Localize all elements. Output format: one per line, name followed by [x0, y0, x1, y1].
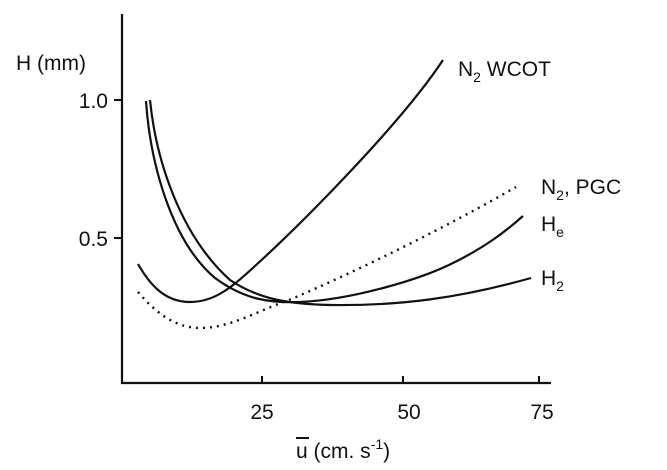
- x-tick-label-50: 50: [397, 401, 420, 424]
- label-n2-pgc: N2, PGC: [541, 176, 621, 203]
- x-axis-title: u (cm. s-1): [296, 436, 390, 463]
- x-title-rest: (cm. s: [308, 440, 371, 463]
- svg-text:u (cm. s-1): u (cm. s-1): [296, 436, 390, 463]
- label-he: He: [541, 213, 564, 240]
- series-he: [144, 100, 524, 304]
- y-tick-label-0.5: 0.5: [79, 228, 108, 251]
- label-h2: H2: [541, 267, 564, 294]
- y-tick-label-1.0: 1.0: [79, 90, 108, 113]
- x-title-u: u: [296, 440, 308, 463]
- series-n2-pgc: [137, 185, 517, 330]
- y-axis-title: H (mm): [16, 52, 86, 75]
- label-n2-wcot: N2 WCOT: [458, 58, 551, 85]
- x-title-close: ): [383, 440, 390, 463]
- x-title-sup: -1: [371, 436, 384, 452]
- series-h2: [148, 99, 532, 307]
- x-tick-label-75: 75: [530, 401, 553, 424]
- x-tick-label-25: 25: [250, 401, 273, 424]
- series-n2-wcot: [137, 59, 444, 304]
